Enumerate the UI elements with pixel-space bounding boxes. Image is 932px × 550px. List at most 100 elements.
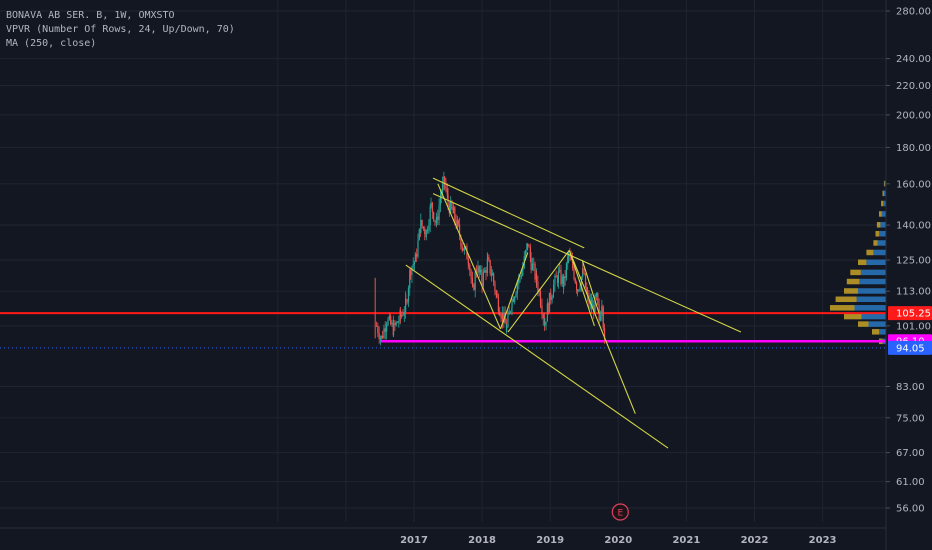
candle-body	[522, 267, 524, 269]
price-label-text: 94.05	[896, 343, 925, 354]
legend-ma[interactable]: MA (250, close)	[6, 38, 97, 49]
candle-body	[553, 284, 555, 293]
candle-body	[499, 311, 501, 316]
time-tick-label: 2021	[672, 535, 700, 546]
time-axis[interactable]: 2017 2018 2019 2020 2021 2022 2023	[0, 527, 886, 546]
candle-body	[387, 318, 389, 325]
candle-body	[527, 243, 529, 247]
price-tick-label: 61.00	[896, 477, 925, 488]
candle-body	[426, 229, 429, 231]
candle-body	[454, 207, 456, 221]
price-label-text: 105.25	[896, 309, 931, 320]
candle-body	[530, 258, 532, 271]
candle-body	[429, 206, 431, 225]
candle-body	[421, 219, 423, 227]
candle-body	[413, 261, 416, 265]
candle-body	[486, 259, 488, 274]
trendline[interactable]	[437, 183, 501, 330]
volume-bar-down	[844, 288, 858, 294]
candle-body	[478, 266, 480, 273]
candle-body	[391, 322, 393, 325]
candle-body	[535, 273, 538, 282]
candle-body	[474, 272, 476, 290]
legend-symbol[interactable]: BONAVA AB SER. B, 1W, OMXSTO	[6, 10, 175, 21]
candle-body	[584, 273, 587, 288]
price-axis-background	[886, 0, 932, 550]
candle-body	[564, 276, 566, 279]
candle-body	[593, 304, 595, 312]
candle-body	[457, 220, 459, 225]
price-label-badge[interactable]	[888, 306, 932, 321]
volume-bar-down	[873, 240, 878, 246]
earnings-marker[interactable]: E	[611, 503, 629, 521]
price-tick-label: 56.00	[896, 504, 925, 515]
volume-bar-down	[858, 259, 867, 266]
candle-body	[405, 298, 407, 302]
candle-body	[490, 273, 493, 276]
candle-body	[392, 323, 395, 336]
trendline[interactable]	[405, 264, 669, 449]
volume-bar-up	[881, 211, 886, 217]
price-label-badge[interactable]	[888, 340, 932, 355]
candle-body	[495, 291, 497, 295]
candle-body	[401, 314, 403, 317]
trendlines[interactable]	[405, 177, 742, 449]
candle-body	[452, 207, 455, 214]
candle-body	[603, 327, 606, 340]
horizontal-levels[interactable]	[0, 312, 886, 349]
volume-bar-up	[873, 249, 886, 256]
candle-body	[450, 201, 452, 214]
price-tick-label: 83.00	[896, 382, 925, 393]
candle-body	[456, 220, 459, 227]
trendline[interactable]	[432, 193, 742, 333]
candle-body	[507, 314, 509, 327]
price-axis[interactable]: 280.00 240.00 220.00 200.00 180.00 160.00 140.…	[885, 0, 932, 550]
volume-bar-down	[883, 180, 885, 187]
trendline[interactable]	[581, 259, 600, 315]
trendline[interactable]	[432, 177, 585, 249]
trendline[interactable]	[568, 250, 595, 327]
candle-body	[548, 292, 551, 313]
legend-vpvr[interactable]: VPVR (Number Of Rows, 24, Up/Down, 70)	[6, 24, 235, 35]
price-tick-label: 67.00	[896, 448, 925, 459]
volume-bar-up	[879, 230, 886, 237]
time-tick-label: 2022	[741, 535, 769, 546]
volume-bar-down	[882, 190, 884, 197]
candle-body	[573, 268, 575, 279]
candle-body	[519, 276, 521, 277]
candle-body	[411, 266, 413, 276]
volume-bar-down	[876, 222, 881, 228]
grid	[0, 0, 886, 522]
candle-body	[461, 245, 463, 249]
candle-body	[382, 335, 384, 338]
candle-body	[422, 226, 425, 229]
volume-bar-up	[883, 190, 886, 197]
candle-body	[430, 202, 432, 207]
candle-body	[579, 287, 581, 290]
candle-body	[395, 321, 397, 325]
candle-body	[563, 276, 565, 287]
volume-bar-up	[884, 180, 886, 187]
candle-body	[470, 270, 472, 279]
candle-body	[497, 297, 499, 312]
candle-body	[435, 216, 438, 224]
candle-body	[514, 297, 516, 302]
candle-body	[526, 243, 528, 251]
candle-body	[484, 270, 486, 273]
candle-body	[417, 240, 419, 257]
candle-body	[554, 275, 556, 285]
candle-body	[463, 246, 465, 251]
earnings-icon[interactable]	[611, 503, 629, 521]
trendline[interactable]	[568, 250, 636, 414]
time-tick-label: 2018	[468, 535, 496, 546]
candle-body	[491, 273, 493, 276]
candle-body	[602, 307, 604, 328]
candle-body	[379, 337, 382, 340]
trendline[interactable]	[499, 252, 529, 330]
candle-body	[489, 260, 491, 274]
price-tick-label: 160.00	[896, 179, 931, 190]
candle-body	[531, 263, 534, 271]
trendline[interactable]	[507, 249, 570, 333]
